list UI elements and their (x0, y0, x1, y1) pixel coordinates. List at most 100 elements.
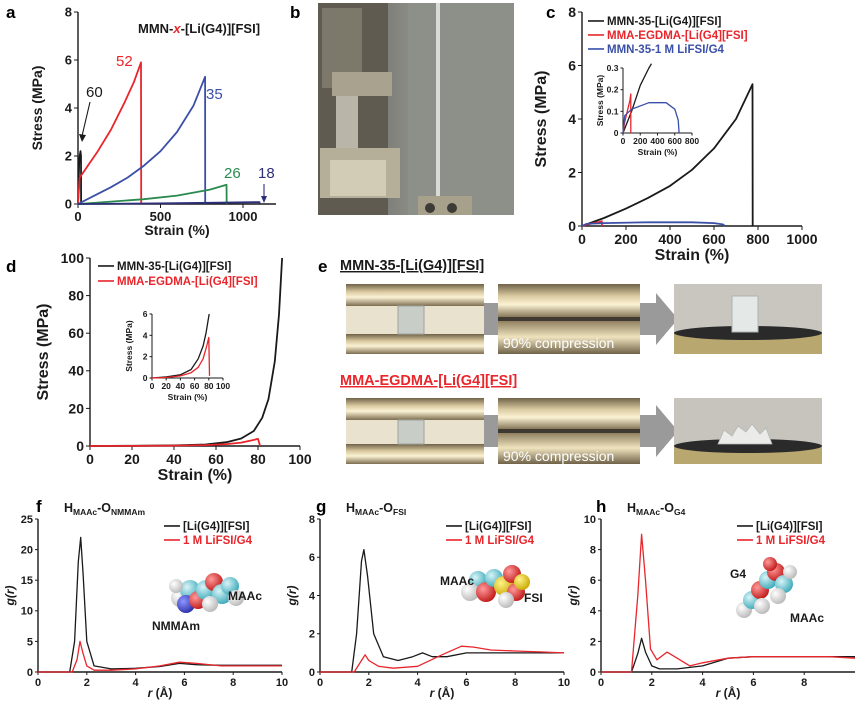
h-title-sub2: G4 (674, 507, 686, 517)
d-x-tick-label: 100 (288, 451, 312, 467)
g-molecule-label: FSI (524, 591, 543, 605)
photo-e-title-bottom: MMA-EGDMA-[Li(G4][FSI] (340, 373, 517, 389)
h-title-mid: -O (660, 501, 674, 515)
c-inset-y-tick-label: 0.1 (607, 106, 619, 116)
f-title-mid: -O (97, 501, 111, 515)
g-ylabel: g(r) (285, 586, 299, 607)
d-inset-y-tick-label: 2 (143, 352, 148, 362)
d-y-tick-label: 40 (68, 363, 84, 379)
a-xlabel: Strain (%) (144, 222, 209, 238)
d-x-tick-label: 20 (124, 451, 140, 467)
d-series-line-1 (89, 437, 261, 447)
a-y-tick-label: 0 (65, 197, 72, 212)
c-ylabel: Stress (MPa) (533, 71, 550, 168)
f-molecule-label: MAAc (228, 589, 262, 603)
a-annotation-26: 26 (224, 165, 241, 182)
photo-e-title-top: MMN-35-[Li(G4)][FSI] (340, 258, 484, 274)
c-inset: 0 200 400 600 800 0 0.1 0.2 0.3 Strain (%) Stress … (595, 63, 699, 157)
c-inset-xlabel: Strain (%) (638, 147, 678, 157)
g-x-tick-label: 10 (558, 677, 570, 689)
h-y-tick-label: 6 (590, 575, 596, 587)
g-series-line-1 (320, 645, 565, 673)
c-x-tick-label: 0 (578, 231, 586, 247)
d-inset-x-tick-label: 40 (176, 381, 186, 391)
h-series-line-1 (601, 533, 856, 673)
h-title-sub1: MAAc (636, 507, 660, 517)
a-annotation-35: 35 (206, 86, 223, 103)
d-inset-xlabel: Strain (%) (168, 392, 208, 402)
panel-letter-e: e (318, 257, 327, 276)
a-arrow-60 (81, 101, 91, 137)
chart-a: 0 500 1000 0 2 4 6 8 Strain (%) Stress (MPa) MMN-x… (29, 5, 276, 238)
c-x-tick-label: 800 (746, 231, 770, 247)
f-x-tick-label: 8 (230, 677, 236, 689)
d-ylabel: Stress (MPa) (35, 304, 52, 401)
h-molecule-label: MAAc (790, 611, 824, 625)
d-x-tick-label: 40 (166, 451, 182, 467)
c-legend-label: MMN-35-[Li(G4)][FSI] (607, 16, 722, 28)
h-x-tick-label: 0 (598, 677, 604, 689)
d-y-tick-label: 60 (68, 325, 84, 341)
h-title-main: H (627, 501, 636, 515)
g-y-tick-label: 8 (309, 514, 315, 526)
d-y-tick-label: 80 (68, 288, 84, 304)
a-y-tick-label: 2 (65, 149, 72, 164)
h-legend-label: 1 M LiFSI/G4 (756, 535, 826, 547)
f-xlabel-symbol: r (148, 686, 154, 700)
f-y-tick-label: 5 (27, 636, 33, 648)
f-legend-label: 1 M LiFSI/G4 (183, 535, 253, 547)
f-title-sub2: NMMAm (111, 507, 145, 517)
f-y-tick-label: 10 (21, 606, 33, 618)
c-inset-x-tick-label: 600 (668, 136, 682, 146)
d-inset-y-tick-label: 4 (143, 330, 148, 340)
d-inset-x-tick-label: 0 (150, 381, 155, 391)
f-x-tick-label: 4 (133, 677, 140, 689)
a-series-line-2 (77, 75, 207, 205)
f-title-sub1: MAAc (73, 507, 97, 517)
f-title: HMAAc-ONMMAm (64, 501, 145, 517)
c-inset-x-tick-label: 0 (621, 136, 626, 146)
panel-letter-f: f (36, 497, 42, 516)
g-title-sub2: FSI (393, 507, 406, 517)
d-inset-x-tick-label: 80 (204, 381, 214, 391)
a-arrowhead-60 (79, 134, 86, 142)
d-inset-series-line-0 (151, 313, 210, 379)
c-x-tick-label: 200 (614, 231, 638, 247)
a-x-tick-label: 500 (150, 209, 172, 224)
photo-e: MMN-35-[Li(G4)][FSI] 90% compression MMA… (340, 258, 822, 464)
molecule-g (461, 565, 530, 608)
f-series-line-1 (38, 640, 282, 673)
f-x-tick-label: 6 (181, 677, 187, 689)
f-title-main: H (64, 501, 73, 515)
d-legend-label: MMA-EGDMA-[Li(G4][FSI] (117, 276, 258, 288)
f-molecule-label: NMMAm (152, 619, 200, 633)
a-arrowhead-18 (261, 196, 267, 203)
a-x-tick-label: 1000 (229, 209, 258, 224)
d-y-tick-label: 0 (76, 438, 84, 454)
d-inset: 0 20 40 60 80 100 0 2 4 6 Strain (%) Stress (MPa) (124, 309, 230, 402)
f-x-tick-label: 10 (276, 677, 288, 689)
c-inset-series-line-2 (622, 102, 680, 134)
h-x-tick-label: 6 (750, 677, 756, 689)
h-y-tick-label: 2 (590, 636, 596, 648)
g-y-tick-label: 0 (309, 667, 315, 679)
compression-label-bottom: 90% compression (503, 448, 614, 464)
panel-letter-c: c (546, 3, 555, 22)
c-inset-x-tick-label: 400 (650, 136, 664, 146)
a-annotation-18: 18 (258, 165, 275, 182)
h-title: HMAAc-OG4 (627, 501, 686, 517)
a-ylabel: Stress (MPa) (29, 66, 45, 151)
f-xlabel: r (Å) (148, 685, 173, 700)
c-inset-x-tick-label: 800 (685, 136, 699, 146)
a-x-tick-label: 0 (74, 209, 81, 224)
d-inset-series-line-1 (151, 336, 211, 379)
a-y-tick-label: 4 (65, 101, 73, 116)
h-xlabel-unit: (Å) (720, 685, 740, 700)
a-annotation-60: 60 (86, 84, 103, 101)
d-x-tick-label: 0 (86, 451, 94, 467)
h-y-tick-label: 10 (584, 514, 596, 526)
c-series-line-0 (581, 83, 754, 227)
